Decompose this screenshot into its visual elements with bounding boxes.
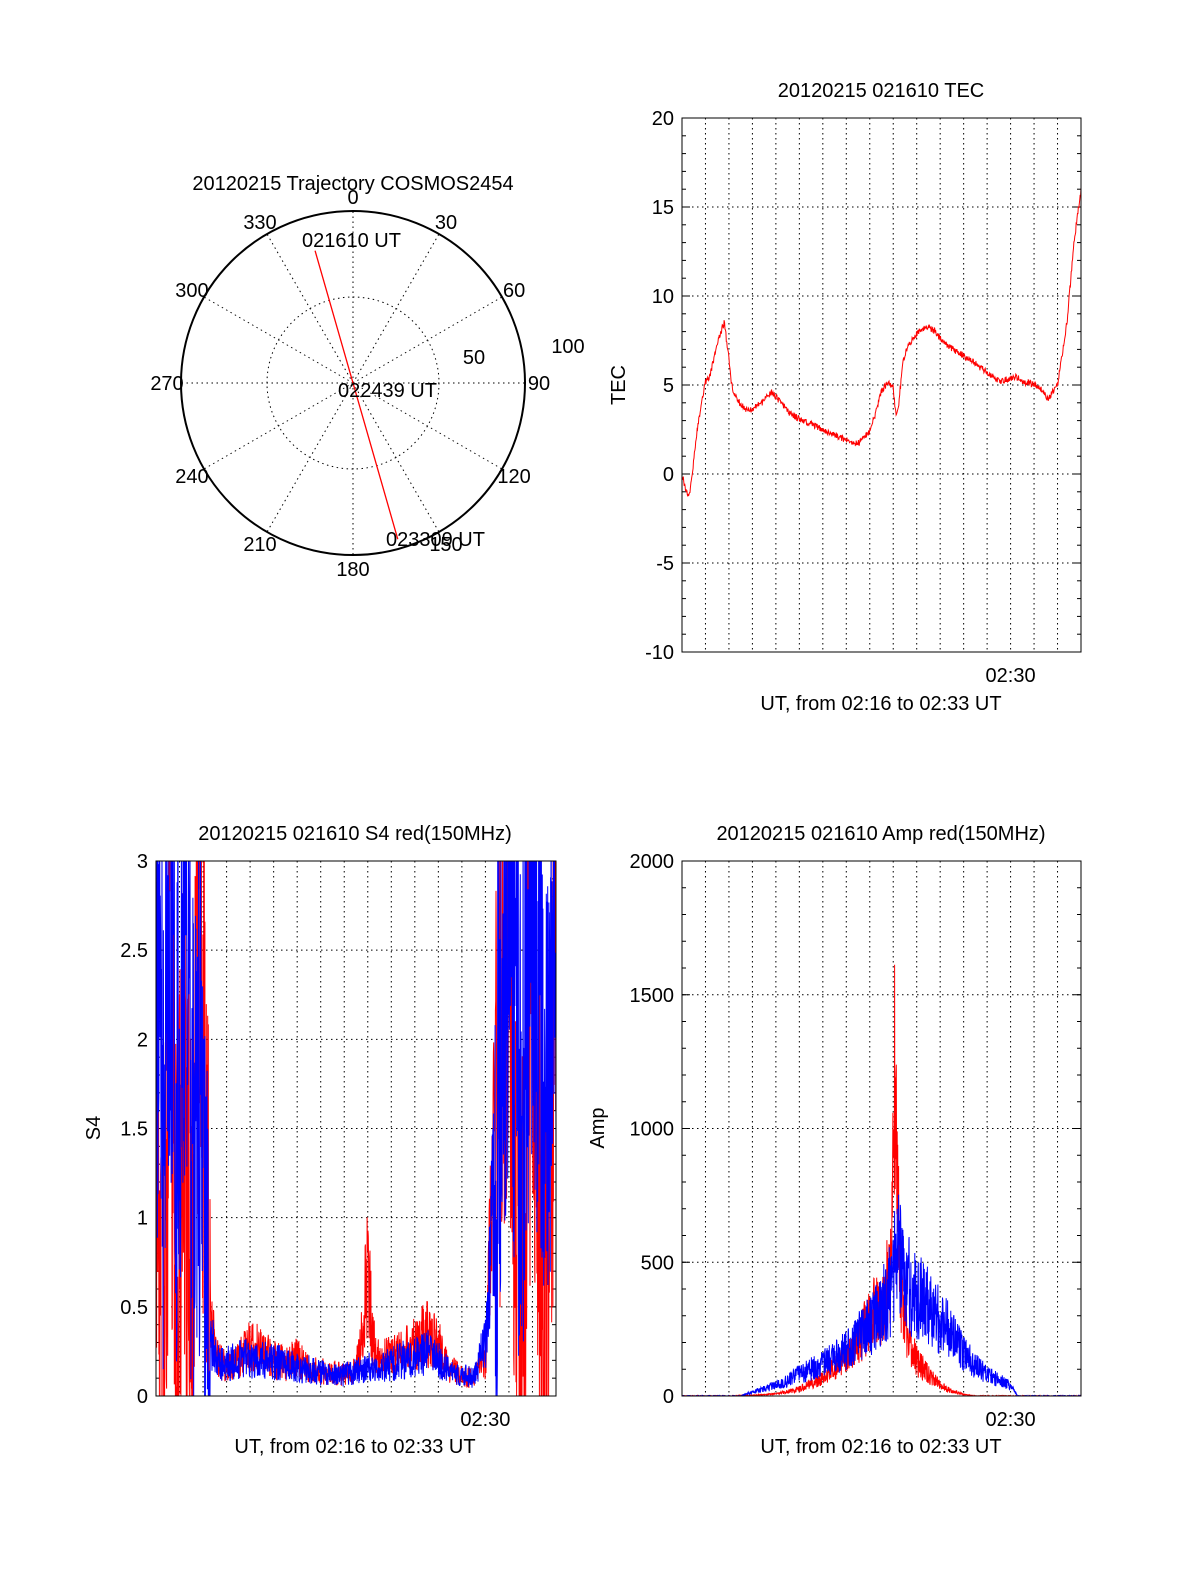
tec-ylabel: TEC	[608, 365, 630, 405]
amp-title: 20120215 021610 Amp red(150MHz)	[716, 823, 1045, 845]
polar-spoke-60	[352, 296, 503, 384]
tec-ytick-label: -10	[645, 642, 674, 664]
polar-angle-label-30: 30	[435, 212, 457, 234]
polar-trajectory-chart: 20120215 Trajectory COSMOS2454 0 30 60 90 12…	[150, 173, 584, 581]
amp-ytick-label: 0	[663, 1386, 674, 1408]
polar-angle-label-120: 120	[497, 466, 530, 488]
tec-title: 20120215 021610 TEC	[778, 80, 984, 102]
s4-ytick-label: 2	[137, 1029, 148, 1051]
polar-spoke-150	[352, 382, 440, 533]
s4-ytick-label: 2.5	[120, 940, 148, 962]
s4-ylabel: S4	[83, 1116, 105, 1140]
tec-ytick-label: -5	[656, 553, 674, 575]
polar-track	[314, 250, 399, 540]
polar-point-label-start: 021610 UT	[302, 230, 401, 252]
amp-series-blue	[682, 1194, 1081, 1396]
polar-outer-circle	[180, 210, 526, 556]
polar-spoke-120	[352, 382, 503, 470]
polar-spoke-210	[266, 382, 354, 533]
amp-chart: 20120215 021610 Amp red(150MHz) UT, from…	[587, 823, 1082, 1458]
amp-ytick-label: 500	[641, 1252, 674, 1274]
s4-ytick-label: 3	[137, 851, 148, 873]
tec-ytick-label: 5	[663, 375, 674, 397]
polar-angle-label-330: 330	[243, 212, 276, 234]
amp-ytick-label: 1500	[630, 985, 675, 1007]
polar-angle-label-60: 60	[503, 280, 525, 302]
tec-ytick-label: 0	[663, 464, 674, 486]
amp-ylabel: Amp	[587, 1107, 609, 1148]
amp-ytick-label: 1000	[630, 1119, 675, 1141]
polar-radius-label-100: 100	[551, 336, 584, 358]
polar-angle-label-180: 180	[336, 559, 369, 581]
polar-angle-label-300: 300	[175, 280, 208, 302]
polar-angle-label-270: 270	[150, 373, 183, 395]
tec-xtick-label: 02:30	[986, 665, 1036, 687]
polar-spoke-30	[352, 233, 440, 384]
polar-spoke-330	[266, 233, 354, 384]
amp-xlabel: UT, from 02:16 to 02:33 UT	[760, 1436, 1001, 1458]
s4-ytick-label: 1.5	[120, 1119, 148, 1141]
s4-ytick-label: 0	[137, 1386, 148, 1408]
polar-spoke-300	[203, 296, 354, 384]
tec-series-red	[682, 187, 1081, 497]
polar-point-label-end: 023309 UT	[386, 529, 485, 551]
s4-chart: 20120215 021610 S4 red(150MHz) UT, from …	[83, 823, 557, 1458]
polar-spoke-240	[203, 382, 354, 470]
tec-xlabel: UT, from 02:16 to 02:33 UT	[760, 693, 1001, 715]
polar-angle-label-0: 0	[347, 187, 358, 209]
polar-spokes	[181, 211, 525, 555]
polar-point-label-mid: 022439 UT	[338, 380, 437, 402]
polar-angle-label-150: 150	[429, 534, 462, 556]
s4-title: 20120215 021610 S4 red(150MHz)	[198, 823, 512, 845]
polar-angle-label-240: 240	[175, 466, 208, 488]
polar-track-line	[314, 250, 399, 540]
tec-frame	[681, 117, 1082, 653]
s4-series-blue	[156, 861, 556, 1396]
s4-xlabel: UT, from 02:16 to 02:33 UT	[234, 1436, 475, 1458]
polar-title: 20120215 Trajectory COSMOS2454	[192, 173, 513, 195]
tec-ytick-label: 10	[652, 286, 674, 308]
polar-radius-label-50: 50	[463, 347, 485, 369]
tec-chart: 20120215 021610 TEC UT, from 02:16 to 02…	[608, 80, 1082, 715]
amp-xtick-label: 02:30	[986, 1409, 1036, 1431]
amp-frame	[681, 860, 1082, 1397]
polar-angle-labels: 0 30 60 90 120 150 180 210 240 270 300 330	[150, 187, 550, 581]
polar-angle-label-90: 90	[528, 373, 550, 395]
tec-ytick-label: 20	[652, 108, 674, 130]
s4-ytick-label: 0.5	[120, 1297, 148, 1319]
polar-angle-label-210: 210	[243, 534, 276, 556]
s4-xtick-label: 02:30	[460, 1409, 510, 1431]
amp-ytick-label: 2000	[630, 851, 675, 873]
s4-ytick-label: 1	[137, 1208, 148, 1230]
s4-frame	[155, 860, 557, 1397]
tec-ytick-label: 15	[652, 197, 674, 219]
